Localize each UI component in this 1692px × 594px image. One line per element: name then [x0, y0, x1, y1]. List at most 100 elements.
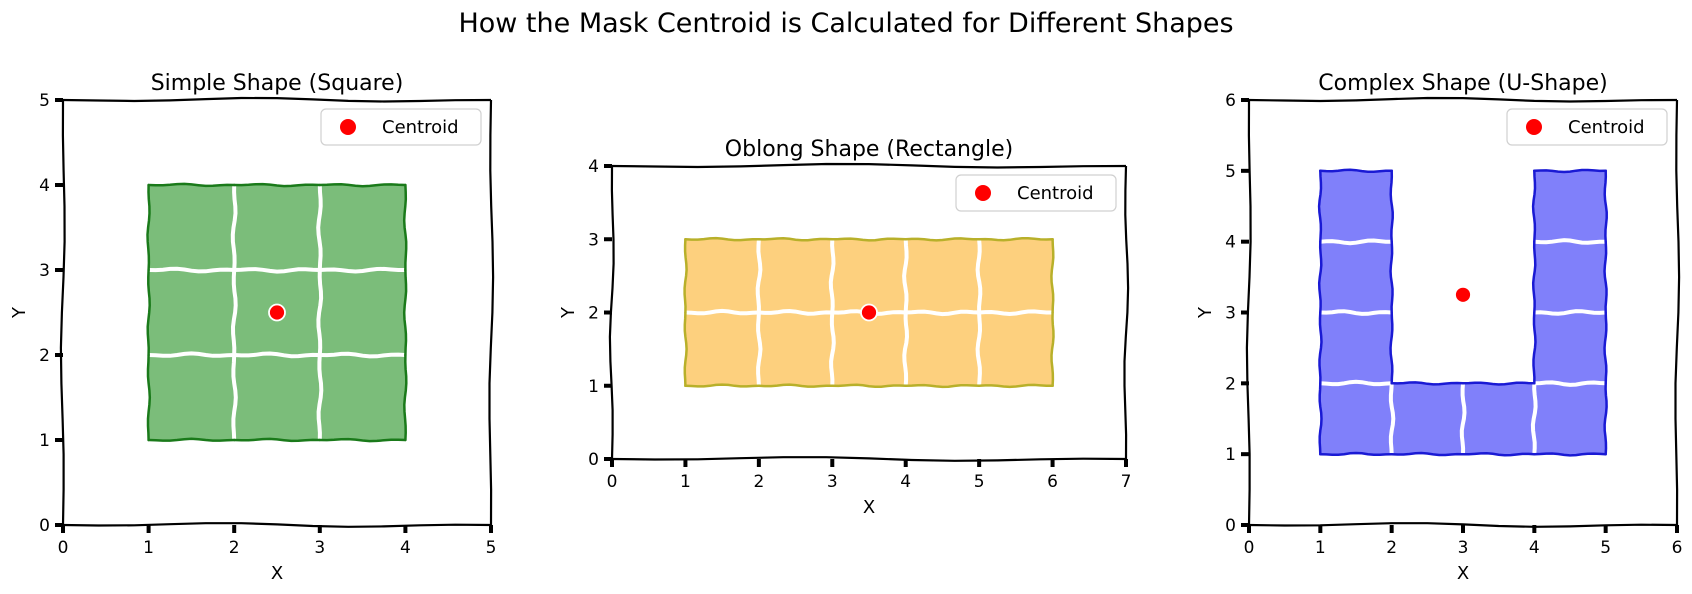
- axis-top-spine: [62, 96, 492, 103]
- cell-divider: [316, 354, 324, 441]
- mask-edge: [1319, 168, 1393, 173]
- y-tick-label: 4: [1225, 233, 1236, 253]
- mask-edge: [831, 383, 907, 389]
- x-tick-label: 1: [1315, 538, 1326, 558]
- mask-cell: [685, 312, 759, 386]
- legend-box: [1506, 108, 1668, 146]
- y-tick-label: 3: [1225, 304, 1236, 324]
- mask-edge: [1389, 311, 1394, 385]
- x-tick-label: 6: [1672, 538, 1683, 558]
- cell-divider: [148, 266, 235, 274]
- legend: Centroid: [1506, 108, 1668, 146]
- cell-divider: [316, 269, 324, 356]
- legend-box: [955, 174, 1117, 212]
- mask-edge: [1461, 451, 1536, 457]
- figure-title: How the Mask Centroid is Calculated for …: [458, 8, 1233, 39]
- cell-divider: [234, 351, 320, 359]
- mask-edge: [1318, 311, 1323, 385]
- cell-divider: [1388, 383, 1396, 455]
- mask-grid-lines: [685, 239, 1053, 386]
- axis-bottom-spine: [611, 456, 1127, 462]
- y-tick-label: 6: [1225, 91, 1236, 111]
- mask-edge: [684, 236, 761, 242]
- chart-panel-2: 0 1 2 3 4 5 6 7 0 1 2 3 4 X Y Oblong Shape (Rectangle)C…: [558, 137, 1131, 518]
- mask-edge: [1531, 240, 1537, 314]
- mask-edge: [1389, 169, 1394, 243]
- mask-edge: [1050, 238, 1055, 314]
- mask-cell: [319, 355, 406, 440]
- cell-divider: [230, 269, 238, 356]
- mask-edge: [1317, 169, 1323, 243]
- mask-edge: [904, 383, 981, 389]
- x-tick-label: 6: [1047, 472, 1058, 492]
- mask-edge: [977, 236, 1054, 242]
- mask-cell: [832, 312, 906, 386]
- y-tick-label: 4: [588, 157, 599, 177]
- mask-edge: [1603, 311, 1608, 385]
- x-axis-label: X: [863, 497, 875, 518]
- x-tick-label: 0: [1244, 538, 1255, 558]
- cell-divider: [755, 239, 763, 313]
- axes-frame: [59, 96, 495, 528]
- mask-cell: [1320, 312, 1392, 384]
- mask-cell: [1320, 383, 1392, 455]
- mask-edge: [318, 183, 407, 188]
- x-tick-label: 0: [58, 538, 69, 558]
- mask-edge: [1389, 240, 1394, 314]
- mask-edge: [683, 311, 688, 388]
- mask-cell: [758, 312, 833, 386]
- mask-cell: [1391, 383, 1463, 455]
- x-tick-label: 2: [753, 472, 764, 492]
- mask-cell: [148, 185, 235, 270]
- mask-edge: [403, 353, 408, 442]
- cell-divider: [1534, 309, 1606, 316]
- cell-divider: [1320, 379, 1392, 387]
- cell-divider: [902, 239, 909, 313]
- x-axis-label: X: [1457, 563, 1469, 584]
- y-tick-label: 1: [588, 377, 599, 397]
- mask-edge: [1532, 311, 1537, 385]
- mask-grid-lines: [1320, 238, 1606, 455]
- mask-cell: [148, 270, 235, 355]
- axis-top-spine: [1248, 96, 1678, 103]
- y-tick-label: 2: [39, 346, 50, 366]
- y-tick-label: 0: [1225, 516, 1236, 536]
- mask-edge: [684, 383, 761, 388]
- y-tick-label: 3: [39, 261, 50, 281]
- mask-outline: [683, 236, 1055, 389]
- y-axis-label: Y: [9, 306, 30, 319]
- cell-divider: [905, 309, 980, 317]
- legend-marker: [975, 185, 991, 201]
- cell-divider: [756, 312, 763, 386]
- axis-top-spine: [611, 162, 1127, 169]
- chart-title: Oblong Shape (Rectangle): [725, 137, 1013, 162]
- mask-outline: [1317, 168, 1608, 457]
- legend: Centroid: [955, 174, 1117, 212]
- y-axis-label: Y: [1195, 306, 1216, 319]
- mask-cell: [1534, 312, 1606, 384]
- cell-divider: [978, 309, 1053, 317]
- y-tick-label: 1: [1225, 445, 1236, 465]
- x-tick-label: 0: [607, 472, 618, 492]
- legend-marker: [340, 119, 356, 135]
- axis-right-spine: [488, 99, 495, 526]
- cell-divider: [319, 266, 406, 274]
- y-tick-label: 5: [1225, 162, 1236, 182]
- x-tick-label: 3: [1458, 538, 1469, 558]
- x-tick-label: 2: [1386, 538, 1397, 558]
- cell-divider: [828, 239, 836, 313]
- mask-edge: [904, 237, 981, 242]
- mask-edge: [757, 383, 834, 388]
- mask-cell: [905, 312, 980, 386]
- x-tick-label: 4: [400, 538, 411, 558]
- mask-cell: [1534, 383, 1606, 455]
- cell-divider: [1320, 309, 1392, 316]
- mask-edge: [1533, 452, 1607, 457]
- mask-cell: [1320, 170, 1392, 242]
- mask-edge: [147, 437, 236, 442]
- x-tick-label: 5: [974, 472, 985, 492]
- cell-divider: [975, 239, 983, 313]
- centroid-point: [268, 303, 286, 322]
- legend: Centroid: [320, 108, 482, 146]
